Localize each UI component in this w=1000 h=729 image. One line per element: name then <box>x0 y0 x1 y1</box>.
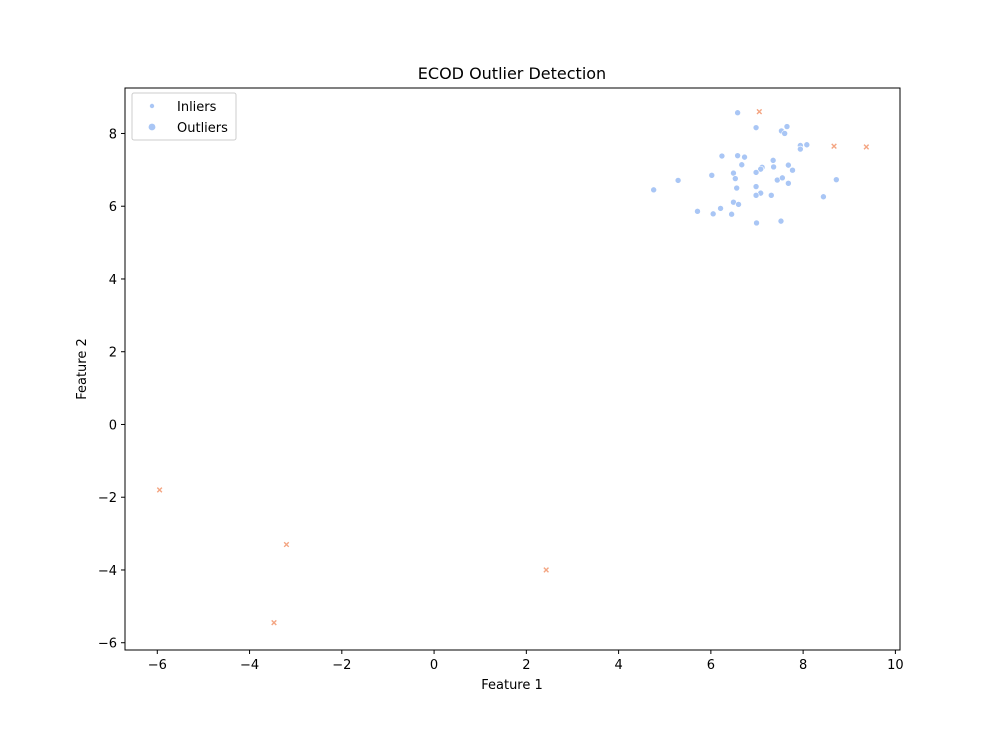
inlier-point <box>732 175 739 182</box>
y-tick-label: 8 <box>109 127 117 142</box>
series-outliers <box>156 108 870 626</box>
outlier-point <box>863 144 870 150</box>
legend: Inliers Outliers <box>131 92 237 141</box>
outlier-point <box>156 487 163 493</box>
y-axis-label: Feature 2 <box>75 338 90 400</box>
outlier-point <box>271 619 277 626</box>
inlier-point <box>650 186 657 194</box>
inlier-point <box>783 123 791 130</box>
inlier-point <box>757 165 764 173</box>
x-tick-label: −2 <box>332 658 351 673</box>
plot-frame <box>124 87 901 651</box>
inlier-point <box>733 184 740 192</box>
inlier-point <box>752 192 760 199</box>
y-tick-label: −2 <box>98 491 117 506</box>
inlier-point <box>752 183 760 190</box>
inlier-point <box>833 176 840 183</box>
inlier-point <box>738 161 746 169</box>
outlier-point <box>756 108 763 115</box>
inlier-point <box>803 141 811 149</box>
inlier-point <box>734 109 741 117</box>
y-tick-label: 0 <box>109 418 117 433</box>
x-tick-label: −6 <box>148 658 167 673</box>
axis-ticks: −6 −4 −2 0 2 4 6 8 10 −6 −4 −2 0 2 4 6 8 <box>98 127 904 673</box>
legend-label: Inliers <box>177 100 217 115</box>
inlier-point <box>781 130 788 137</box>
inlier-point <box>708 172 716 179</box>
plot-background <box>125 88 900 650</box>
x-tick-label: −4 <box>240 658 259 673</box>
inlier-point <box>717 205 724 212</box>
y-tick-label: −6 <box>98 637 117 652</box>
inlier-point <box>694 208 701 215</box>
legend-marker <box>148 123 156 131</box>
inlier-point <box>785 161 792 169</box>
inlier-point <box>728 210 735 218</box>
inlier-point <box>779 174 786 182</box>
outlier-point <box>831 143 837 149</box>
y-tick-label: 6 <box>109 200 117 215</box>
inlier-point <box>767 192 775 199</box>
outlier-point <box>283 541 290 548</box>
inlier-point <box>769 157 777 164</box>
inlier-point <box>797 145 804 153</box>
series-inliers <box>650 109 840 227</box>
inlier-point <box>718 152 726 160</box>
inlier-point <box>785 180 792 187</box>
inlier-point <box>752 124 760 131</box>
inlier-point <box>820 193 827 201</box>
inlier-point <box>753 219 760 227</box>
chart-title: ECOD Outlier Detection <box>418 64 606 83</box>
y-tick-label: −4 <box>98 564 117 579</box>
plot-area <box>124 87 901 651</box>
inlier-point <box>741 153 748 161</box>
inlier-point <box>709 210 717 218</box>
inlier-point <box>777 217 785 225</box>
x-tick-label: 8 <box>799 658 807 673</box>
inlier-point <box>674 177 682 184</box>
inlier-point <box>735 201 742 208</box>
inlier-point <box>730 169 737 177</box>
legend-box <box>131 92 237 141</box>
x-axis-label: Feature 1 <box>481 678 543 693</box>
inlier-point <box>752 169 760 176</box>
inlier-point <box>770 163 777 171</box>
x-tick-label: 10 <box>887 658 904 673</box>
legend-label: Outliers <box>177 121 228 136</box>
outlier-point <box>543 567 549 573</box>
legend-marker <box>149 103 155 109</box>
x-tick-label: 4 <box>614 658 622 673</box>
inlier-point <box>789 166 796 174</box>
x-tick-label: 2 <box>522 658 530 673</box>
y-tick-label: 4 <box>109 273 117 288</box>
x-tick-label: 0 <box>430 658 438 673</box>
inlier-point <box>734 152 741 159</box>
x-tick-label: 6 <box>707 658 715 673</box>
y-tick-label: 2 <box>109 346 117 361</box>
